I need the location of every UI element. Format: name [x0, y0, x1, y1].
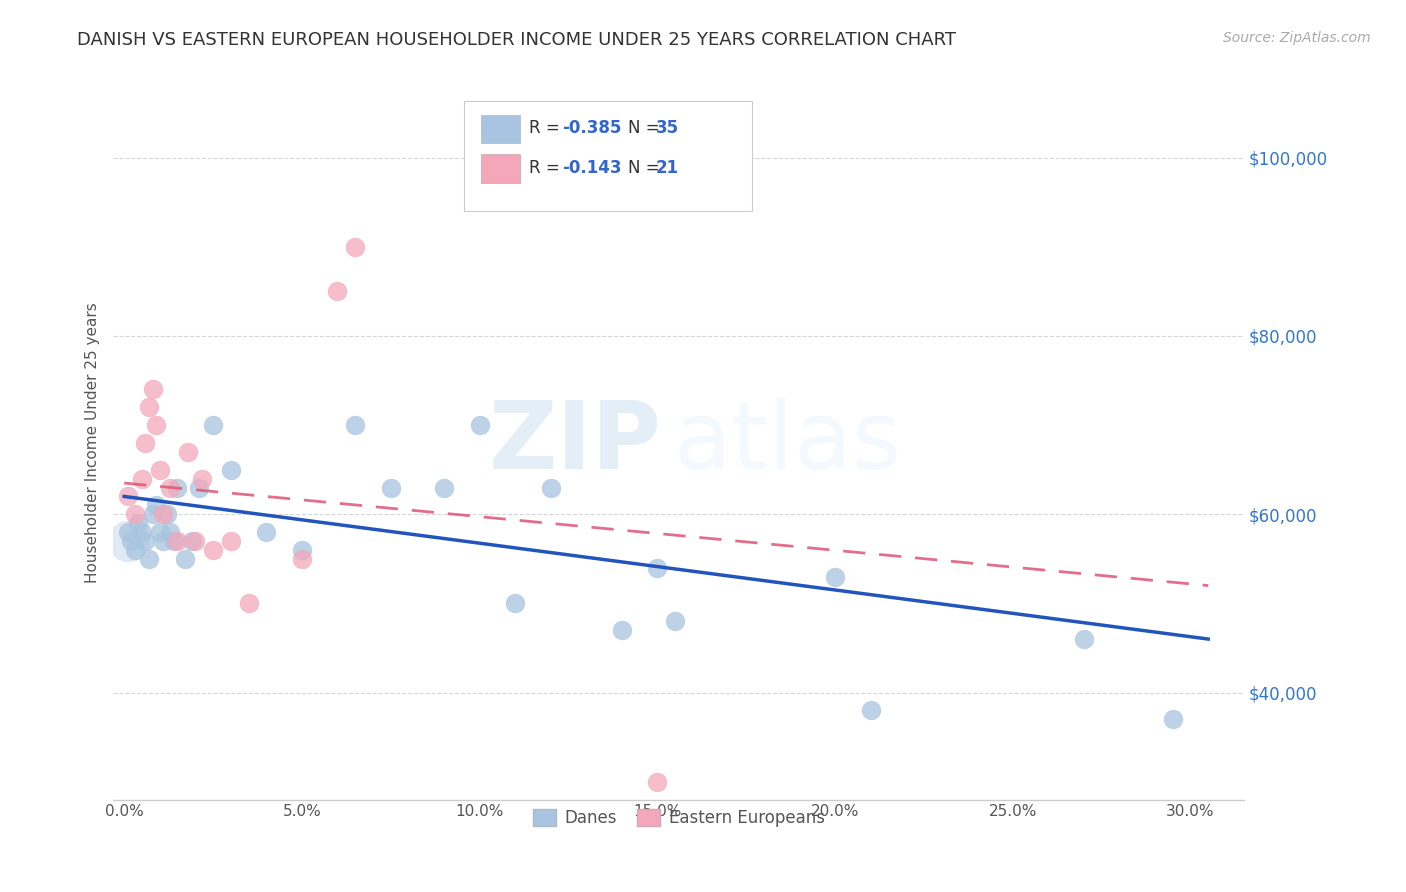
Point [344, 240, 367, 254]
Point [138, 401, 160, 415]
Point [177, 445, 200, 459]
Point [117, 534, 139, 549]
Text: N =: N = [627, 120, 665, 137]
Point [159, 525, 181, 540]
Point [120, 534, 142, 549]
Point [187, 481, 209, 495]
Point [291, 551, 314, 566]
Point [1161, 712, 1184, 726]
Point [254, 525, 277, 540]
Text: 21: 21 [657, 159, 679, 177]
Text: -0.143: -0.143 [562, 159, 621, 177]
Point [540, 481, 562, 495]
Point [503, 596, 526, 610]
Text: -0.385: -0.385 [562, 120, 621, 137]
Point [166, 481, 188, 495]
Text: R =: R = [530, 159, 565, 177]
Point [138, 551, 160, 566]
Point [645, 774, 668, 789]
Point [156, 508, 179, 522]
Point [152, 534, 174, 549]
Text: N =: N = [627, 159, 665, 177]
Point [163, 534, 186, 549]
FancyBboxPatch shape [481, 154, 520, 183]
Point [610, 623, 633, 637]
Point [468, 418, 491, 433]
Point [645, 560, 668, 574]
Point [131, 525, 153, 540]
Point [134, 436, 156, 450]
Point [291, 542, 314, 557]
Point [124, 542, 146, 557]
Point [380, 481, 402, 495]
Point [238, 596, 260, 610]
Point [219, 534, 242, 549]
Point [184, 534, 207, 549]
Point [180, 534, 202, 549]
Point [166, 534, 188, 549]
Point [117, 490, 139, 504]
Point [202, 542, 225, 557]
Text: 35: 35 [657, 120, 679, 137]
Point [117, 525, 139, 540]
Point [219, 463, 242, 477]
Point [664, 614, 686, 628]
Text: Source: ZipAtlas.com: Source: ZipAtlas.com [1223, 31, 1371, 45]
Point [202, 418, 225, 433]
Point [1073, 632, 1095, 646]
Point [124, 508, 146, 522]
Point [149, 525, 172, 540]
Point [191, 472, 214, 486]
Point [127, 516, 149, 531]
Point [145, 418, 167, 433]
Point [152, 508, 174, 522]
Legend: Danes, Eastern Europeans: Danes, Eastern Europeans [526, 803, 831, 834]
Point [859, 703, 882, 717]
Text: R =: R = [530, 120, 565, 137]
Point [142, 383, 165, 397]
Text: atlas: atlas [673, 397, 901, 489]
Point [344, 418, 367, 433]
Point [142, 508, 165, 522]
Point [145, 499, 167, 513]
Point [149, 463, 172, 477]
FancyBboxPatch shape [464, 101, 752, 211]
Y-axis label: Householder Income Under 25 years: Householder Income Under 25 years [86, 302, 100, 583]
Text: DANISH VS EASTERN EUROPEAN HOUSEHOLDER INCOME UNDER 25 YEARS CORRELATION CHART: DANISH VS EASTERN EUROPEAN HOUSEHOLDER I… [77, 31, 956, 49]
Point [433, 481, 456, 495]
FancyBboxPatch shape [481, 115, 520, 144]
Text: ZIP: ZIP [489, 397, 662, 489]
Point [824, 569, 846, 583]
Point [326, 285, 349, 299]
Point [131, 472, 153, 486]
Point [134, 534, 156, 549]
Point [173, 551, 195, 566]
Point [159, 481, 181, 495]
